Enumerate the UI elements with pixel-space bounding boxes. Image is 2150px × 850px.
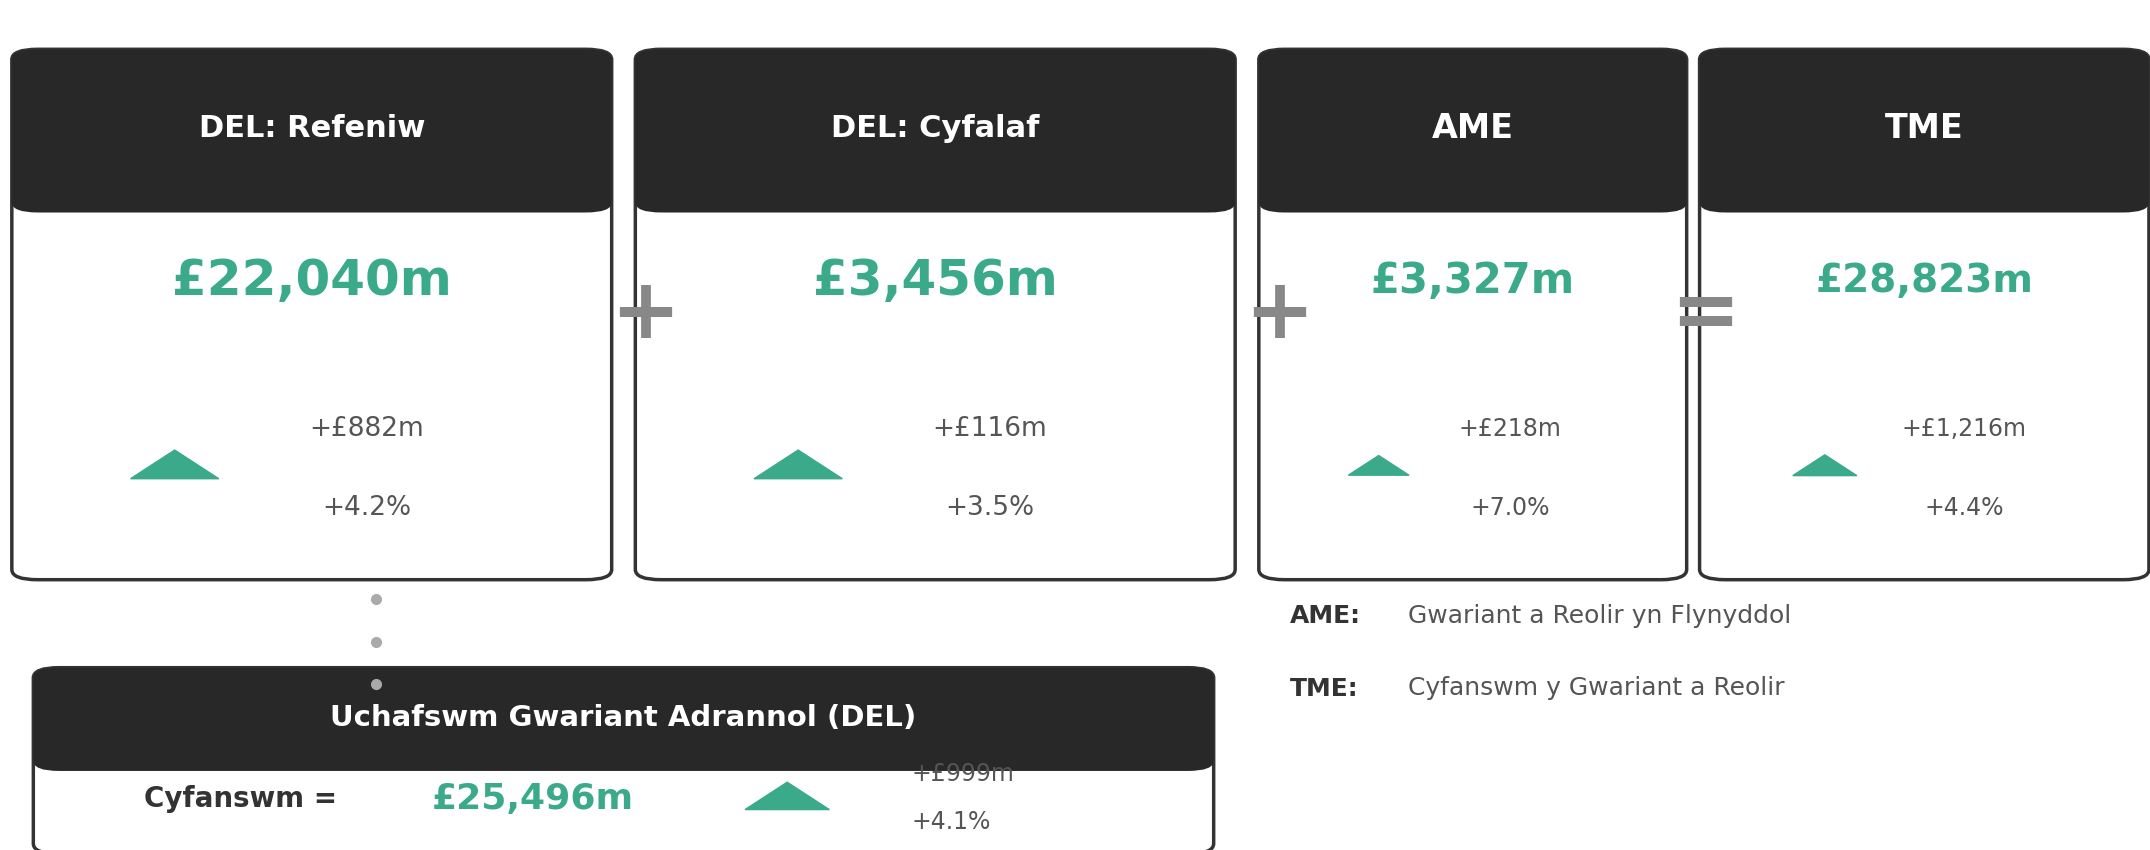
Text: +: + [611,274,679,355]
Text: £28,823m: £28,823m [1815,263,2034,300]
FancyBboxPatch shape [32,668,1213,850]
FancyBboxPatch shape [32,668,1213,771]
Text: £25,496m: £25,496m [432,782,634,816]
Text: +£116m: +£116m [933,416,1047,442]
Text: +£999m: +£999m [912,762,1015,786]
FancyBboxPatch shape [636,49,1234,213]
Text: £3,456m: £3,456m [813,258,1058,305]
FancyBboxPatch shape [1260,49,1686,580]
Text: +4.4%: +4.4% [1924,496,2004,520]
FancyBboxPatch shape [1701,49,2150,580]
Text: £22,040m: £22,040m [172,258,452,305]
Text: DEL: Cyfalaf: DEL: Cyfalaf [832,114,1038,143]
Text: Cyfanswm y Gwariant a Reolir: Cyfanswm y Gwariant a Reolir [1408,677,1784,700]
FancyBboxPatch shape [1701,49,2150,213]
FancyBboxPatch shape [1260,49,1686,213]
FancyBboxPatch shape [636,49,1234,580]
Text: AME: AME [1432,111,1514,144]
Text: Uchafswm Gwariant Adrannol (DEL): Uchafswm Gwariant Adrannol (DEL) [331,704,916,732]
Bar [37,124,585,202]
Text: +3.5%: +3.5% [946,496,1034,521]
Text: DEL: Refeniw: DEL: Refeniw [198,114,426,143]
Text: +£1,216m: +£1,216m [1901,417,2027,441]
Text: +4.1%: +4.1% [912,810,991,834]
Bar [1724,124,2124,202]
Bar [58,719,1187,761]
FancyBboxPatch shape [11,49,613,580]
Text: £3,327m: £3,327m [1372,260,1574,303]
Text: +£218m: +£218m [1460,417,1561,441]
Text: +4.2%: +4.2% [322,496,411,521]
Polygon shape [1348,456,1408,475]
Text: +7.0%: +7.0% [1471,496,1550,520]
Bar [1286,124,1660,202]
Text: TME: TME [1886,111,1963,144]
Text: =: = [1671,274,1739,355]
Bar [662,124,1208,202]
Text: +£882m: +£882m [310,416,424,442]
FancyBboxPatch shape [11,49,613,213]
Polygon shape [755,450,843,479]
Polygon shape [1793,455,1858,476]
Text: Gwariant a Reolir yn Flynyddol: Gwariant a Reolir yn Flynyddol [1408,604,1791,628]
Polygon shape [131,450,219,479]
Text: +: + [1245,274,1314,355]
Text: AME:: AME: [1290,604,1361,628]
Text: Cyfanswm =: Cyfanswm = [144,785,346,813]
Polygon shape [746,782,830,809]
Text: TME:: TME: [1290,677,1359,700]
